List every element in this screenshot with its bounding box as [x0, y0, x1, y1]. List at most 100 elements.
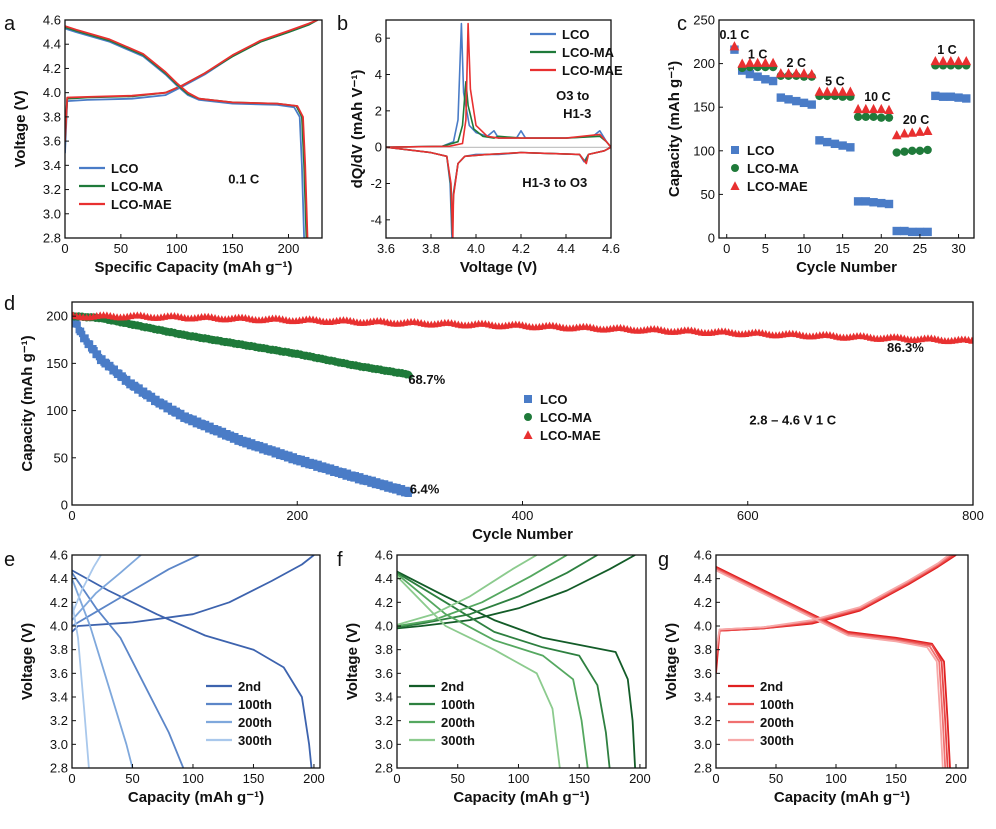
legend-label: LCO-MAE	[747, 179, 808, 194]
x-tick-label: 0	[68, 508, 75, 523]
x-tick-label: 10	[797, 241, 811, 256]
panel-c: c 0 5 10 15 20 25 30 0 50 100 150 200 250 Cycle Number…	[666, 13, 975, 276]
annotation: H1-3 to O3	[522, 175, 587, 190]
legend-label: LCO-MAE	[562, 63, 623, 78]
data-point	[153, 395, 160, 403]
data-point	[737, 58, 748, 68]
y-tick-label: 4.4	[43, 37, 61, 52]
legend-label: 100th	[760, 697, 794, 712]
data-point	[91, 347, 98, 354]
data-point	[752, 57, 763, 67]
data-point	[869, 112, 878, 121]
y-tick-label: 3.4	[694, 690, 712, 705]
data-point	[374, 478, 381, 485]
y-tick-label: 3.6	[375, 666, 393, 681]
x-tick-label: 3.8	[422, 241, 440, 256]
y-tick-label: 3.6	[694, 666, 712, 681]
x-axis-title: Capacity (mAh g⁻¹)	[774, 789, 910, 806]
x-tick-label: 15	[835, 241, 849, 256]
data-point	[278, 449, 285, 456]
data-point	[938, 55, 948, 66]
legend-label: 2nd	[760, 679, 783, 694]
data-point	[954, 93, 963, 102]
data-point	[775, 68, 786, 78]
series-line	[65, 27, 305, 238]
annotation: 68.7%	[408, 372, 445, 387]
x-tick-label: 4.2	[512, 241, 530, 256]
y-tick-label: 3.6	[50, 666, 68, 681]
panel-letter: d	[4, 293, 15, 315]
x-tick-label: 200	[945, 771, 967, 786]
data-point	[853, 112, 863, 121]
series-line	[386, 22, 611, 148]
legend: 2nd 100th 200th 300th	[728, 679, 794, 748]
plot-frame	[715, 554, 969, 769]
data-point	[349, 471, 356, 478]
y-tick-label: 4.2	[43, 61, 61, 76]
x-tick-label: 400	[512, 508, 534, 523]
data-point	[900, 147, 909, 156]
y-tick-label: 3.4	[375, 690, 393, 705]
data-point	[815, 136, 824, 145]
rate-label: 0.1 C	[720, 28, 750, 42]
data-point	[861, 197, 871, 206]
panel-letter: a	[4, 13, 16, 35]
y-tick-label: 2.8	[375, 761, 393, 776]
y-tick-label: 4.4	[694, 571, 712, 586]
y-tick-label: 3.4	[43, 158, 61, 173]
plot-frame	[396, 554, 647, 769]
data-point	[783, 68, 794, 78]
data-point	[938, 92, 948, 101]
series-line	[397, 573, 589, 768]
x-tick-label: 25	[913, 241, 927, 256]
y-tick-label: 4.6	[694, 548, 712, 563]
plot-frame	[718, 19, 975, 239]
data-point	[145, 391, 152, 398]
y-tick-label: 50	[54, 450, 68, 465]
x-axis-title: Capacity (mAh g⁻¹)	[453, 789, 589, 806]
y-tick-label: 3.8	[43, 109, 61, 124]
data-point	[753, 72, 762, 81]
y-axis-title: Voltage (V)	[344, 623, 361, 700]
y-tick-label: -2	[370, 176, 382, 191]
data-point	[784, 95, 793, 104]
data-point	[853, 197, 863, 206]
panel-b: b 3.6 3.8 4.0 4.2 4.4 4.6 -4 -2 0 2 4 6 Voltage (V) dQ…	[337, 13, 623, 276]
x-tick-label: 200	[278, 241, 300, 256]
data-point	[403, 486, 410, 494]
legend-label: LCO-MA	[562, 45, 615, 60]
y-tick-label: 3.2	[694, 713, 712, 728]
y-tick-label: 200	[693, 56, 715, 71]
series-line	[716, 567, 949, 768]
series-line	[397, 555, 636, 630]
plot-frame	[64, 19, 323, 239]
data-point	[962, 94, 971, 103]
data-point	[265, 445, 273, 452]
legend-label: 200th	[760, 715, 794, 730]
annotation: 2.8 – 4.6 V 1 C	[749, 413, 836, 428]
data-point	[236, 435, 244, 442]
series-line	[716, 555, 955, 662]
x-tick-label: 200	[303, 771, 325, 786]
data-point	[745, 69, 755, 79]
x-tick-label: 50	[125, 771, 139, 786]
panel-a: a 0 50 100 150 200 2.8 3.0 3.2 3.4 3.6 3.8 4.0 4.2 4.4…	[4, 13, 323, 276]
x-tick-label: 50	[769, 771, 783, 786]
plot-frame	[385, 19, 612, 239]
y-tick-label: 3.0	[694, 737, 712, 752]
x-tick-label: 4.0	[467, 241, 485, 256]
legend-label: LCO	[747, 143, 774, 158]
data-point	[830, 86, 840, 96]
data-point	[814, 86, 825, 96]
plot-area	[65, 20, 318, 238]
data-point	[892, 226, 901, 236]
y-tick-label: 50	[701, 187, 715, 202]
x-tick-label: 100	[182, 771, 204, 786]
series-line	[386, 146, 611, 238]
y-tick-label: 3.2	[43, 182, 61, 197]
data-point	[876, 103, 887, 114]
y-tick-label: 2	[375, 103, 382, 118]
data-point	[111, 365, 118, 372]
x-axis-title: Cycle Number	[796, 259, 897, 276]
y-axis-title: Capacity (mAh g⁻¹)	[19, 335, 36, 471]
